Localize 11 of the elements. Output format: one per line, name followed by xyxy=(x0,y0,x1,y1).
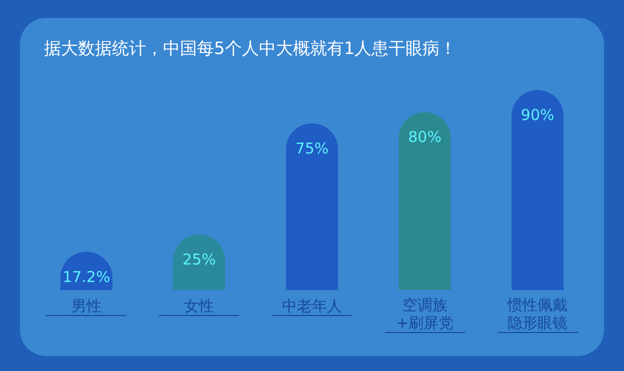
category-label: 惯性佩戴隐形眼镜 xyxy=(506,296,569,332)
category-label: 中老年人 xyxy=(281,297,343,315)
category-label: 女性 xyxy=(183,297,216,315)
value-label: 17.2% xyxy=(62,268,110,286)
value-label: 75% xyxy=(295,139,329,158)
value-label: 25% xyxy=(182,250,216,268)
category-label: 空调族+刷屏党 xyxy=(395,296,455,332)
title: 据大数据统计，中国每5个人中大概就有1人患干眼病！ xyxy=(44,39,457,59)
value-label: 90% xyxy=(520,106,554,124)
category-label: 男性 xyxy=(70,297,102,315)
value-label: 80% xyxy=(408,128,442,146)
